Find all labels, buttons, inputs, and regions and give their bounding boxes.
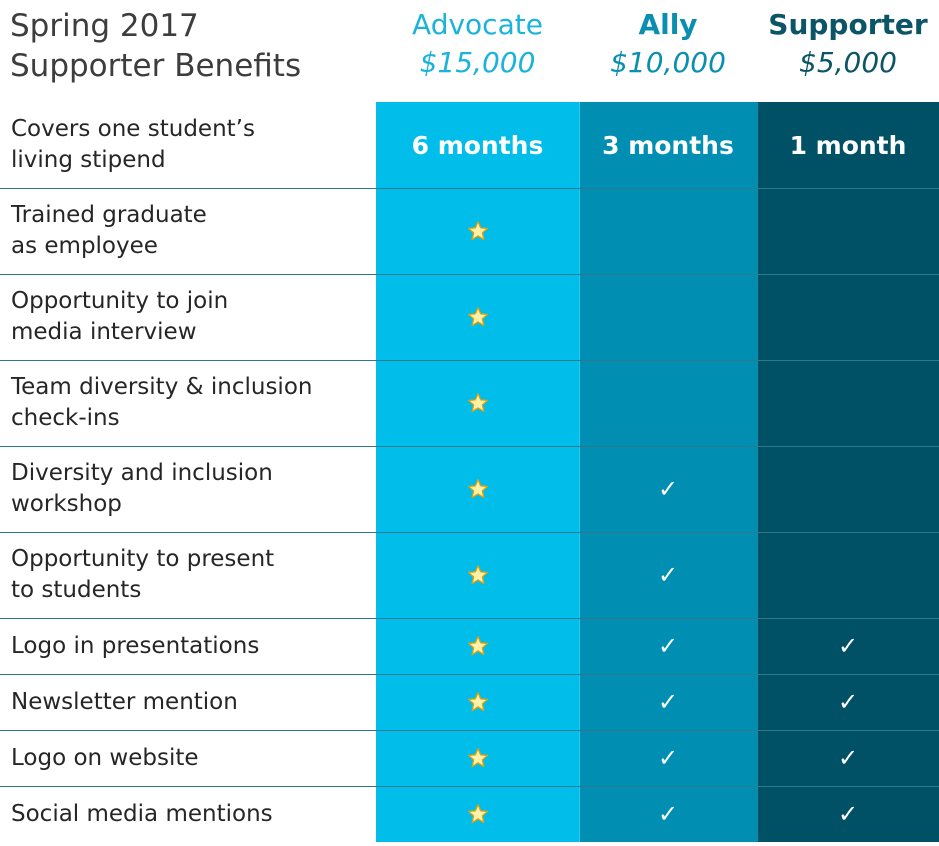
row-divider bbox=[0, 274, 939, 275]
row-divider bbox=[0, 674, 939, 675]
star-icon bbox=[467, 392, 489, 414]
column-background-ally bbox=[579, 102, 757, 842]
cell-advocate bbox=[376, 188, 579, 274]
benefit-label: Logo in presentations bbox=[0, 618, 375, 674]
checkmark-icon: ✓ bbox=[837, 744, 859, 772]
cell-advocate: 6 months bbox=[376, 102, 579, 188]
tier-name: Advocate bbox=[412, 8, 543, 41]
checkmark-icon: ✓ bbox=[657, 800, 679, 828]
column-background-supporter bbox=[757, 102, 939, 842]
cell-supporter bbox=[757, 274, 939, 360]
benefit-label-text: Social media mentions bbox=[11, 800, 273, 827]
star-icon bbox=[467, 635, 489, 657]
cell-ally: ✓ bbox=[579, 532, 757, 618]
row-divider bbox=[0, 730, 939, 731]
title-line-1: Spring 2017 bbox=[10, 8, 199, 44]
page-title: Spring 2017 Supporter Benefits bbox=[10, 6, 370, 86]
benefit-label: Opportunity to join media interview bbox=[0, 274, 375, 360]
benefit-label: Newsletter mention bbox=[0, 674, 375, 730]
cell-ally: ✓ bbox=[579, 730, 757, 786]
checkmark-icon: ✓ bbox=[837, 800, 859, 828]
benefit-label: Social media mentions bbox=[0, 786, 375, 842]
checkmark-icon: ✓ bbox=[657, 632, 679, 660]
cell-supporter bbox=[757, 360, 939, 446]
star-icon bbox=[467, 564, 489, 586]
cell-supporter bbox=[757, 188, 939, 274]
row-divider bbox=[0, 360, 939, 361]
tier-header-ally: Ally $10,000 bbox=[579, 6, 757, 82]
benefit-label-text: Team diversity & inclusion check-ins bbox=[11, 374, 313, 431]
benefit-label-text: Opportunity to join media interview bbox=[11, 288, 229, 345]
checkmark-icon: ✓ bbox=[657, 561, 679, 589]
cell-ally: ✓ bbox=[579, 786, 757, 842]
row-divider bbox=[0, 786, 939, 787]
cell-supporter: 1 month bbox=[757, 102, 939, 188]
title-line-2: Supporter Benefits bbox=[10, 48, 302, 84]
cell-advocate bbox=[376, 532, 579, 618]
tier-header-supporter: Supporter $5,000 bbox=[757, 6, 939, 82]
checkmark-icon: ✓ bbox=[837, 688, 859, 716]
benefit-label: Opportunity to present to students bbox=[0, 532, 375, 618]
tier-name: Supporter bbox=[768, 8, 928, 41]
benefit-label: Diversity and inclusion workshop bbox=[0, 446, 375, 532]
checkmark-icon: ✓ bbox=[657, 688, 679, 716]
tier-price: $10,000 bbox=[610, 46, 726, 79]
column-divider bbox=[579, 102, 580, 842]
cell-ally: 3 months bbox=[579, 102, 757, 188]
cell-supporter bbox=[757, 532, 939, 618]
star-icon bbox=[467, 220, 489, 242]
star-icon bbox=[467, 478, 489, 500]
benefit-label-text: Covers one student’s living stipend bbox=[11, 116, 255, 173]
benefit-label-text: Logo in presentations bbox=[11, 632, 260, 659]
row-divider bbox=[0, 446, 939, 447]
cell-advocate bbox=[376, 674, 579, 730]
checkmark-icon: ✓ bbox=[837, 632, 859, 660]
star-icon bbox=[467, 691, 489, 713]
benefit-label: Logo on website bbox=[0, 730, 375, 786]
benefit-label-text: Newsletter mention bbox=[11, 688, 238, 715]
cell-supporter: ✓ bbox=[757, 674, 939, 730]
tier-name: Ally bbox=[638, 8, 698, 41]
cell-ally: ✓ bbox=[579, 674, 757, 730]
cell-ally: ✓ bbox=[579, 618, 757, 674]
duration-text: 3 months bbox=[602, 130, 734, 160]
row-divider bbox=[0, 188, 939, 189]
cell-advocate bbox=[376, 274, 579, 360]
benefit-label-text: Diversity and inclusion workshop bbox=[11, 460, 273, 517]
cell-supporter: ✓ bbox=[757, 730, 939, 786]
tier-price: $15,000 bbox=[419, 46, 536, 79]
benefit-label: Trained graduate as employee bbox=[0, 188, 375, 274]
cell-advocate bbox=[376, 730, 579, 786]
benefit-label-text: Logo on website bbox=[11, 744, 199, 771]
star-icon bbox=[467, 747, 489, 769]
checkmark-icon: ✓ bbox=[657, 475, 679, 503]
cell-advocate bbox=[376, 446, 579, 532]
cell-supporter: ✓ bbox=[757, 618, 939, 674]
benefit-label: Covers one student’s living stipend bbox=[0, 102, 375, 188]
star-icon bbox=[467, 306, 489, 328]
duration-text: 6 months bbox=[411, 130, 544, 160]
cell-supporter bbox=[757, 446, 939, 532]
cell-supporter: ✓ bbox=[757, 786, 939, 842]
duration-text: 1 month bbox=[789, 130, 907, 160]
cell-advocate bbox=[376, 360, 579, 446]
cell-ally bbox=[579, 274, 757, 360]
benefit-label-text: Opportunity to present to students bbox=[11, 546, 275, 603]
benefit-label-text: Trained graduate as employee bbox=[11, 202, 207, 259]
cell-ally bbox=[579, 360, 757, 446]
benefit-label: Team diversity & inclusion check-ins bbox=[0, 360, 375, 446]
cell-ally bbox=[579, 188, 757, 274]
cell-ally: ✓ bbox=[579, 446, 757, 532]
row-divider bbox=[0, 532, 939, 533]
column-divider bbox=[757, 102, 758, 842]
tier-header-advocate: Advocate $15,000 bbox=[376, 6, 579, 82]
tier-price: $5,000 bbox=[799, 46, 897, 79]
cell-advocate bbox=[376, 618, 579, 674]
cell-advocate bbox=[376, 786, 579, 842]
checkmark-icon: ✓ bbox=[657, 744, 679, 772]
row-divider bbox=[0, 618, 939, 619]
star-icon bbox=[467, 803, 489, 825]
